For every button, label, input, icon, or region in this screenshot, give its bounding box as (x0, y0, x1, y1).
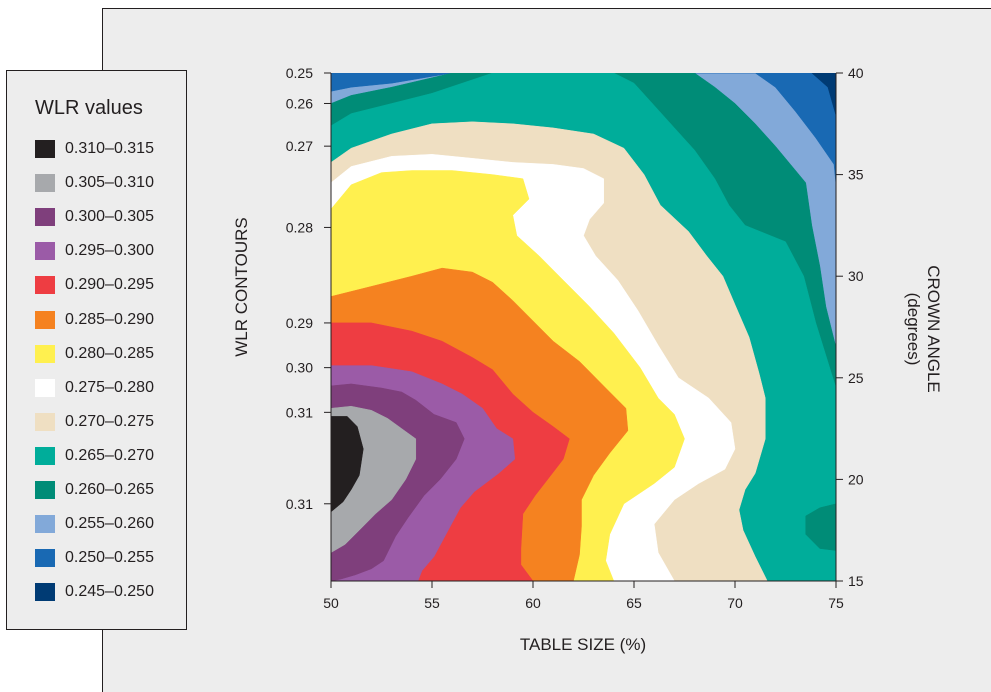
legend-label: 0.285–0.290 (65, 310, 154, 328)
legend-item: 0.305–0.310 (35, 173, 154, 193)
legend-swatch (35, 276, 55, 295)
left-contour-label: 0.30 (286, 360, 313, 376)
legend-swatch (35, 412, 55, 431)
legend-label: 0.295–0.300 (65, 242, 154, 260)
legend-swatch (35, 140, 55, 158)
left-axis-title: WLR CONTOURS (232, 217, 251, 356)
right-axis-title-line2: (degrees) (904, 293, 923, 366)
right-tick-label: 25 (848, 370, 864, 386)
legend-item: 0.250–0.255 (35, 548, 154, 568)
contour-region (811, 73, 836, 116)
right-tick-label: 20 (848, 471, 864, 487)
legend-item: 0.265–0.270 (35, 446, 154, 466)
legend-swatch (35, 549, 55, 568)
legend-label: 0.300–0.305 (65, 208, 154, 226)
legend-label: 0.290–0.295 (65, 276, 154, 294)
left-contour-label: 0.25 (286, 65, 313, 81)
right-tick-label: 35 (848, 167, 864, 183)
legend-label: 0.305–0.310 (65, 174, 154, 192)
left-contour-label: 0.26 (286, 95, 313, 111)
legend-item: 0.275–0.280 (35, 378, 154, 398)
legend-swatch (35, 174, 55, 193)
legend-item: 0.285–0.290 (35, 310, 154, 330)
legend-item: 0.290–0.295 (35, 275, 154, 295)
legend-item: 0.270–0.275 (35, 412, 154, 432)
legend-swatch (35, 208, 55, 227)
legend-swatch (35, 583, 55, 602)
legend-item: 0.245–0.250 (35, 582, 154, 602)
legend-label: 0.310–0.315 (65, 140, 154, 157)
legend-label: 0.250–0.255 (65, 549, 154, 567)
legend-label: 0.260–0.265 (65, 481, 154, 498)
left-contour-label: 0.27 (286, 138, 313, 154)
legend-item: 0.255–0.260 (35, 514, 154, 534)
legend-item: 0.280–0.285 (35, 344, 154, 364)
x-tick-label: 75 (828, 595, 844, 611)
legend-label: 0.280–0.285 (65, 344, 154, 362)
x-tick-label: 65 (626, 595, 642, 611)
legend-item: 0.260–0.265 (35, 480, 154, 500)
contour-region (331, 73, 453, 92)
legend-swatch (35, 481, 55, 499)
left-contour-label: 0.31 (286, 404, 313, 420)
x-tick-label: 55 (424, 595, 440, 611)
legend-title: WLR values (35, 97, 143, 119)
right-tick-label: 40 (848, 65, 864, 81)
left-contour-label: 0.31 (286, 496, 313, 512)
legend-label: 0.265–0.270 (65, 446, 154, 464)
legend: WLR values 0.310–0.315 0.305–0.310 0.300–0… (6, 70, 187, 630)
legend-label: 0.270–0.275 (65, 412, 154, 430)
x-axis-title: TABLE SIZE (%) (520, 635, 646, 654)
x-tick-label: 50 (323, 595, 339, 611)
x-tick-label: 70 (727, 595, 743, 611)
contour-region (411, 73, 836, 186)
contour-region (331, 416, 364, 513)
legend-swatch (35, 515, 55, 534)
left-contour-label: 0.28 (286, 219, 313, 235)
legend-swatch (35, 446, 55, 465)
legend-swatch (35, 242, 55, 261)
legend-item: 0.295–0.300 (35, 241, 154, 261)
contour-regions (331, 73, 836, 581)
right-tick-label: 30 (848, 268, 864, 284)
contour-region (805, 503, 836, 551)
legend-label: 0.275–0.280 (65, 378, 154, 396)
legend-item: 0.300–0.305 (35, 207, 154, 227)
x-tick-label: 60 (525, 595, 541, 611)
right-axis-title-line1: CROWN ANGLE (924, 265, 943, 393)
legend-label: 0.245–0.250 (65, 583, 154, 601)
right-tick-label: 15 (848, 573, 864, 589)
left-contour-label: 0.29 (286, 315, 313, 331)
legend-swatch (35, 344, 55, 363)
legend-item: 0.310–0.315 (35, 139, 154, 159)
legend-swatch (35, 378, 55, 397)
legend-label: 0.255–0.260 (65, 515, 154, 533)
legend-swatch (35, 310, 55, 329)
